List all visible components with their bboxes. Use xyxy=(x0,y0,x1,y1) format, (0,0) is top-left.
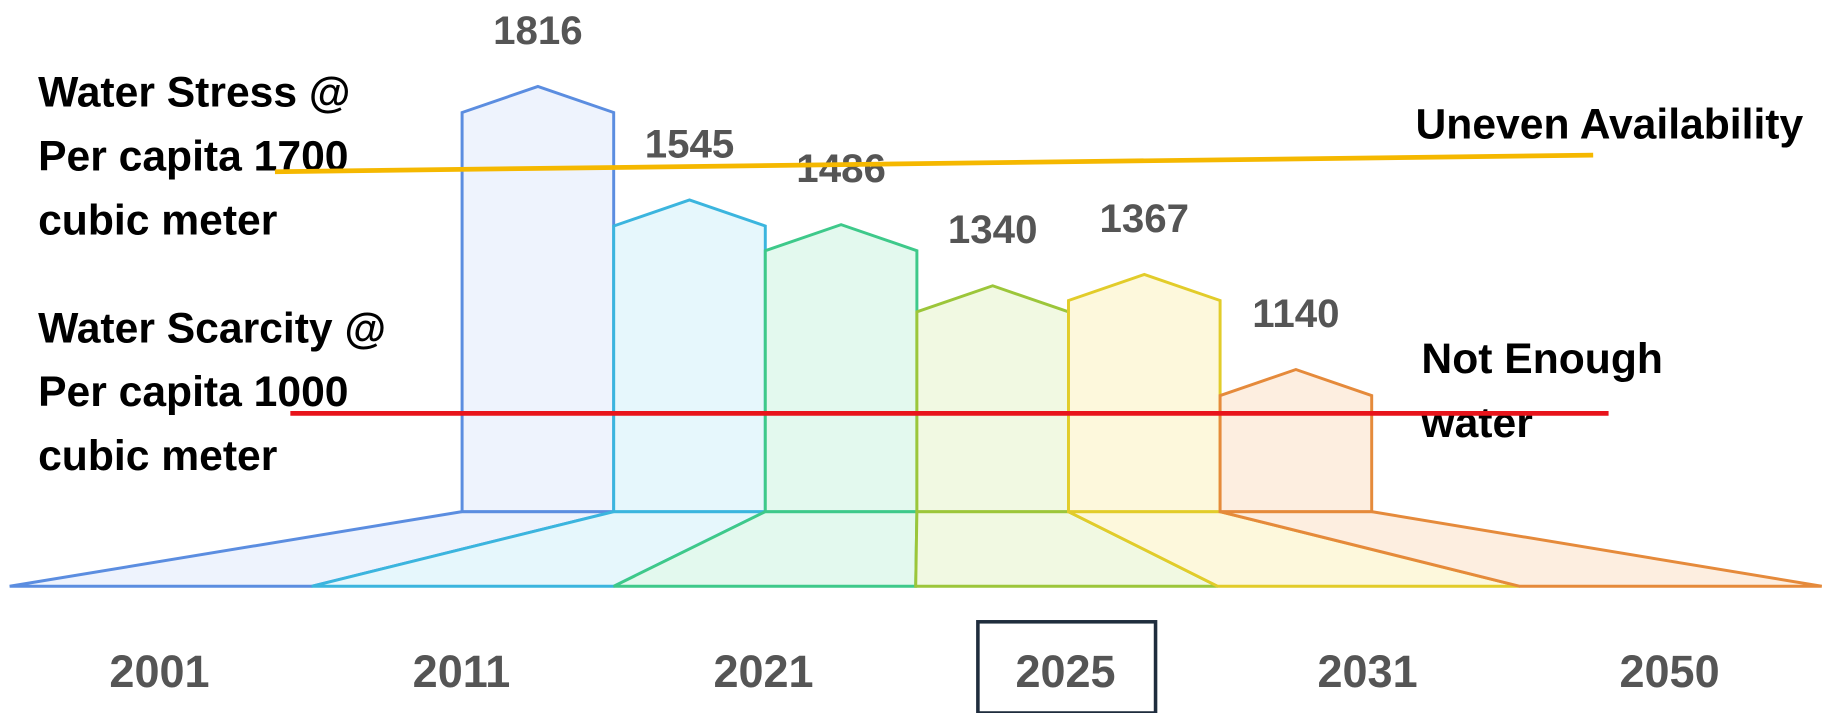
annotation: cubic meter xyxy=(38,197,277,245)
annotation: cubic meter xyxy=(38,432,277,480)
annotation: water xyxy=(1420,399,1532,447)
bar xyxy=(612,198,767,514)
annotation: Water Scarcity @ xyxy=(38,304,386,352)
bar xyxy=(763,223,919,514)
annotation: Per capita 1000 xyxy=(38,368,348,416)
value-label: 1486 xyxy=(796,146,886,191)
annotation: Uneven Availability xyxy=(1416,101,1804,149)
value-label: 1367 xyxy=(1100,196,1190,241)
annotation: Not Enough xyxy=(1421,335,1662,383)
bar xyxy=(1218,367,1374,514)
value-label: 1816 xyxy=(493,8,583,53)
annotation: Water Stress @ xyxy=(38,69,350,117)
value-label: 1340 xyxy=(948,207,1038,252)
value-label: 1545 xyxy=(645,121,735,166)
x-tick-label: 2025 xyxy=(1015,646,1115,697)
bar xyxy=(915,284,1070,514)
x-tick-label: 2031 xyxy=(1317,646,1417,697)
x-tick-label: 2021 xyxy=(713,646,813,697)
value-label: 1140 xyxy=(1252,291,1339,336)
stress-line xyxy=(274,152,1594,175)
bar xyxy=(1067,272,1222,514)
x-tick-label: 2050 xyxy=(1620,646,1720,697)
highlight-box xyxy=(976,620,1158,713)
x-tick-label: 2011 xyxy=(413,646,511,697)
x-tick-label: 2001 xyxy=(109,646,209,697)
bar xyxy=(460,84,616,514)
